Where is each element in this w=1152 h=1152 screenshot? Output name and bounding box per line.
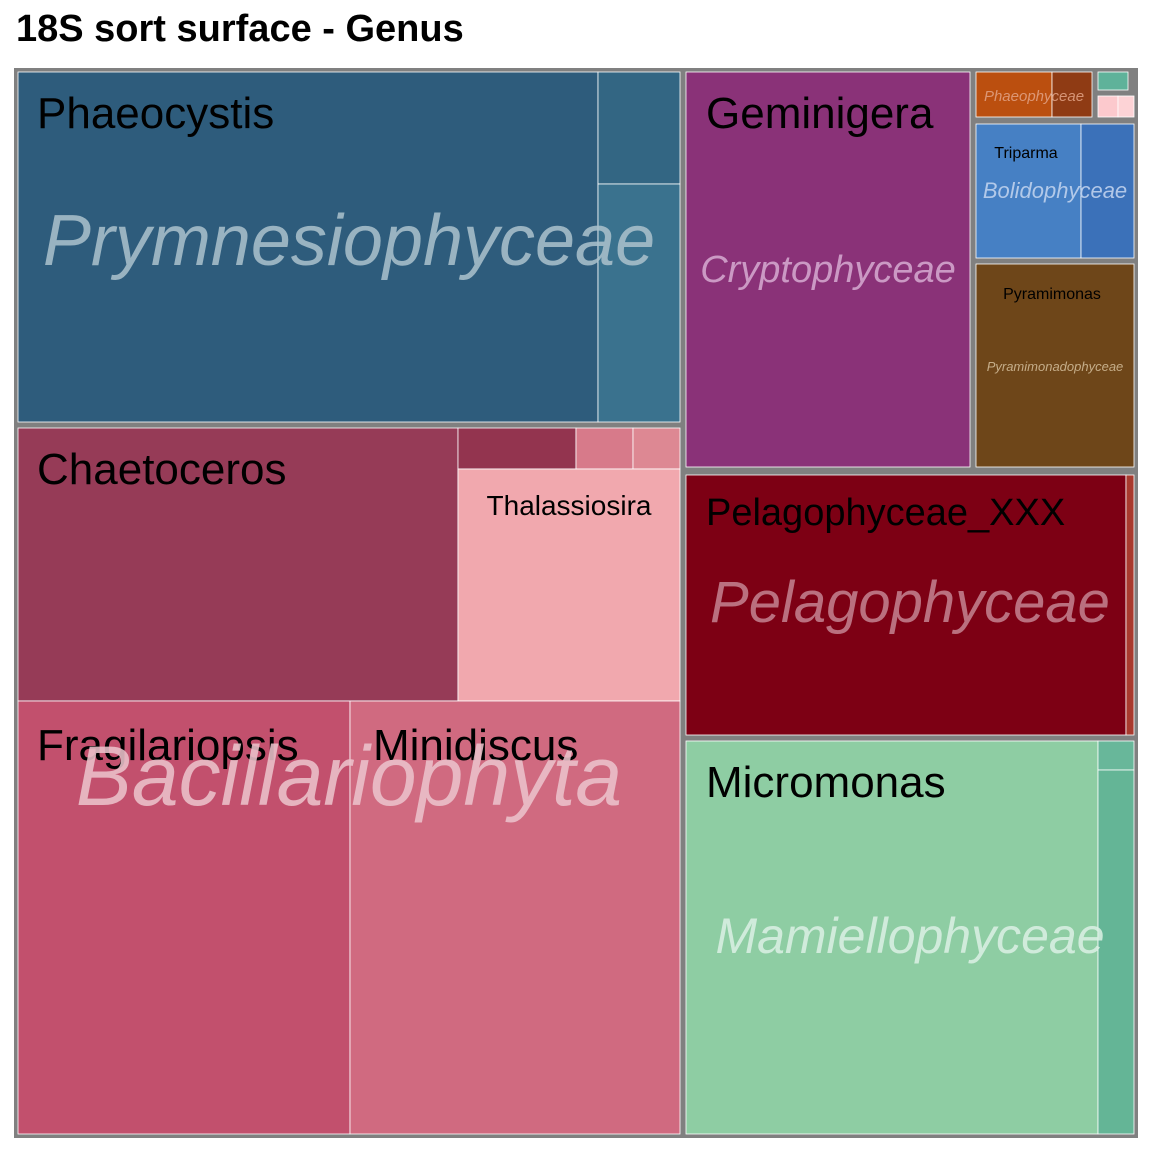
treemap-cell — [1097, 71, 1129, 91]
treemap-cell-fragilariopsis — [17, 700, 351, 1135]
genus-label: Micromonas — [706, 758, 946, 807]
treemap-cell — [1080, 123, 1135, 259]
class-label: Cryptophyceae — [700, 249, 956, 291]
treemap-cell-phaeocystis — [17, 71, 599, 423]
genus-label: Fragilariopsis — [37, 721, 299, 770]
treemap-cell — [457, 427, 577, 470]
treemap-cell-minidiscus — [349, 700, 681, 1135]
genus-label: Pyramimonas — [1003, 286, 1101, 303]
treemap-cell — [1125, 474, 1135, 736]
genus-label: Minidiscus — [373, 721, 578, 770]
treemap-cell — [1097, 769, 1135, 1135]
treemap-cell — [597, 183, 681, 423]
treemap-cell — [632, 427, 681, 470]
class-label: Bolidophyceae — [983, 178, 1127, 203]
treemap-cell-geminigera — [685, 71, 971, 468]
genus-label: Thalassiosira — [487, 490, 652, 521]
treemap-cell-thalassiosira — [457, 468, 681, 702]
chart-title: 18S sort surface - Genus — [16, 8, 464, 50]
treemap-cell — [1097, 95, 1119, 118]
genus-label: Chaetoceros — [37, 445, 286, 494]
class-label: Mamiellophyceae — [715, 908, 1104, 964]
treemap-cell — [575, 427, 634, 470]
treemap-cell — [1097, 740, 1135, 771]
treemap-cell — [1051, 71, 1093, 118]
genus-label: Pelagophyceae_XXX — [706, 492, 1065, 534]
class-label: Bacillariophyta — [76, 729, 622, 823]
treemap-cell-pyramimonas — [975, 263, 1135, 468]
treemap-cell — [975, 71, 1053, 118]
treemap-cell-chaetoceros — [17, 427, 459, 702]
class-label: Pelagophyceae — [710, 570, 1110, 635]
treemap-cell — [1117, 95, 1135, 118]
treemap-cell-pelagophyceae_xxx — [685, 474, 1127, 736]
genus-label: Geminigera — [706, 89, 934, 138]
treemap-cell-micromonas — [685, 740, 1099, 1135]
class-label: Prymnesiophyceae — [43, 201, 655, 281]
class-label: Pyramimonadophyceae — [987, 359, 1124, 374]
class-label: Phaeophyceae — [984, 88, 1084, 105]
genus-label: Triparma — [994, 145, 1058, 162]
treemap-cell — [597, 71, 681, 185]
treemap-cell-triparma — [975, 123, 1082, 259]
genus-label: Phaeocystis — [37, 89, 274, 138]
